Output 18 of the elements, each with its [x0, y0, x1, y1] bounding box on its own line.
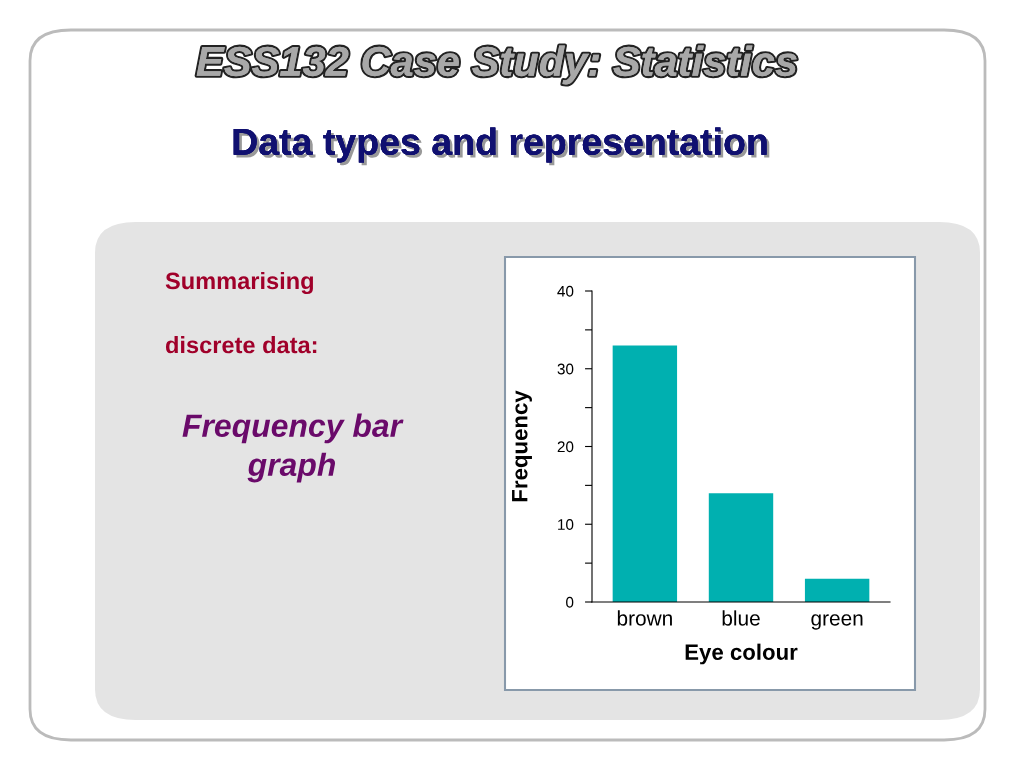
y-tick-label: 20	[557, 441, 574, 453]
chart-title: ESS132 Case Study: Statistics	[196, 45, 797, 85]
bar	[612, 345, 678, 602]
chart-subtitle: Data types and representation	[233, 127, 770, 166]
x-tick-label: blue	[722, 610, 760, 626]
text: discrete data:	[165, 335, 317, 354]
y-tick-label: 30	[557, 363, 574, 375]
y-tick-label: 10	[558, 519, 574, 530]
y-axis-title: Frequency	[512, 390, 532, 502]
x-axis-title: Eye colour	[685, 643, 798, 665]
bar	[708, 493, 774, 602]
text: Frequency bar graph	[182, 413, 404, 483]
bar	[804, 578, 870, 602]
x-tick-label: brown	[617, 610, 672, 626]
x-tick-label: green	[811, 614, 863, 630]
text: Summarising	[165, 271, 313, 295]
y-tick-label: 0	[566, 596, 574, 608]
y-tick-label: 40	[557, 285, 574, 297]
